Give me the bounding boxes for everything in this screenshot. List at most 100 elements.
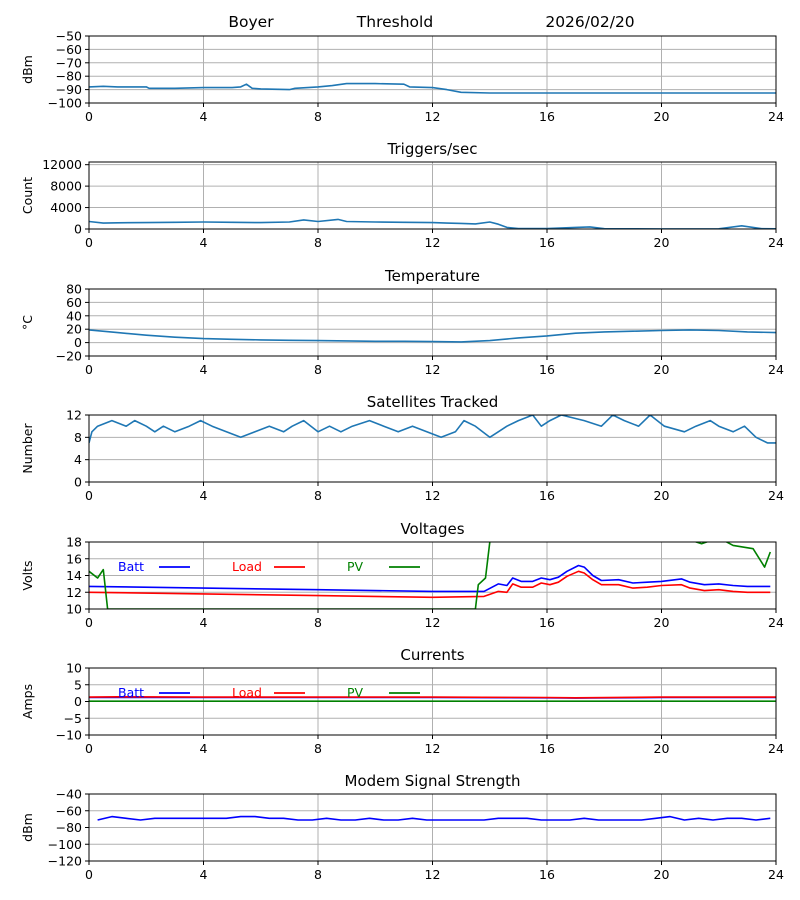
x-tick-label: 16 <box>539 235 555 250</box>
series-line-temperature <box>89 329 776 343</box>
x-tick-label: 8 <box>314 109 322 124</box>
x-tick-label: 0 <box>85 867 93 882</box>
x-tick-label: 20 <box>654 109 670 124</box>
y-tick-label: 16 <box>66 551 82 566</box>
x-tick-label: 4 <box>200 109 208 124</box>
legend-label-batt: Batt <box>118 559 144 574</box>
series-line-load <box>89 695 776 699</box>
x-tick-label: 4 <box>200 741 208 756</box>
panel-title: Currents <box>400 646 464 664</box>
y-tick-label: 12 <box>66 585 82 600</box>
y-tick-label: 40 <box>66 308 82 323</box>
x-tick-label: 20 <box>654 362 670 377</box>
x-tick-label: 16 <box>539 488 555 503</box>
x-tick-label: 12 <box>425 362 441 377</box>
x-tick-label: 12 <box>425 109 441 124</box>
x-tick-label: 0 <box>85 235 93 250</box>
x-tick-label: 24 <box>768 488 784 503</box>
y-tick-label: 8000 <box>50 179 82 194</box>
panel-title: Voltages <box>400 520 464 538</box>
series-line-modem <box>97 815 771 821</box>
series-line-pv <box>89 542 772 609</box>
legend-label-batt: Batt <box>118 685 144 700</box>
y-axis-label: Number <box>20 423 35 474</box>
x-tick-label: 12 <box>425 741 441 756</box>
y-tick-label: 8 <box>74 430 82 445</box>
y-tick-label: −20 <box>56 349 82 364</box>
y-tick-label: 12 <box>66 408 82 423</box>
y-tick-label: −90 <box>56 82 82 97</box>
x-tick-label: 0 <box>85 362 93 377</box>
x-tick-label: 12 <box>425 867 441 882</box>
x-tick-label: 24 <box>768 741 784 756</box>
y-tick-label: 4 <box>74 452 82 467</box>
y-tick-label: −100 <box>48 837 82 852</box>
y-tick-label: 4000 <box>50 200 82 215</box>
panel-7: 0 4 8 12 16 20 24 −120 −100 −80 −60−40 Modem Signal… <box>20 772 784 882</box>
x-tick-label: 0 <box>85 488 93 503</box>
x-tick-label: 24 <box>768 615 784 630</box>
y-tick-label: −80 <box>56 820 82 835</box>
x-tick-label: 20 <box>654 615 670 630</box>
x-tick-label: 20 <box>654 867 670 882</box>
y-tick-label: −120 <box>48 854 82 869</box>
legend-label-load: Load <box>232 559 262 574</box>
x-tick-label: 8 <box>314 362 322 377</box>
x-tick-label: 8 <box>314 867 322 882</box>
x-tick-label: 24 <box>768 867 784 882</box>
y-tick-label: 0 <box>74 694 82 709</box>
y-tick-label: 0 <box>74 335 82 350</box>
y-tick-label: −5 <box>64 711 82 726</box>
series-line-load <box>89 570 771 599</box>
y-tick-label: −40 <box>56 787 82 802</box>
y-tick-label: −10 <box>56 728 82 743</box>
panel-2: 0 4 8 12 16 20 24 0 4000 8000 12000 Triggers/sec Cou… <box>20 140 784 250</box>
legend-label-pv: PV <box>347 559 364 574</box>
x-tick-label: 16 <box>539 362 555 377</box>
y-tick-label: −100 <box>48 96 82 111</box>
x-tick-label: 4 <box>200 362 208 377</box>
panel-4: 0 4 8 12 16 20 24 0 4 8 12 Satellites Tracked Number <box>20 393 784 503</box>
y-axis-label: Count <box>20 177 35 214</box>
y-tick-label: 0 <box>74 475 82 490</box>
y-tick-label: 20 <box>66 322 82 337</box>
x-tick-label: 0 <box>85 109 93 124</box>
panel-title: Temperature <box>384 267 480 285</box>
x-tick-label: 4 <box>200 488 208 503</box>
x-tick-label: 12 <box>425 615 441 630</box>
x-tick-label: 8 <box>314 615 322 630</box>
panel-title: Triggers/sec <box>387 140 478 158</box>
y-axis-label: Volts <box>20 560 35 590</box>
y-tick-label: 10 <box>66 602 82 617</box>
x-tick-label: 16 <box>539 867 555 882</box>
x-tick-label: 16 <box>539 615 555 630</box>
x-tick-label: 24 <box>768 235 784 250</box>
header-date: 2026/02/20 <box>545 13 634 31</box>
x-tick-label: 0 <box>85 615 93 630</box>
y-tick-label: 0 <box>74 222 82 237</box>
series-line-batt <box>89 564 771 593</box>
y-axis-label: °C <box>20 315 35 330</box>
y-tick-label: −80 <box>56 69 82 84</box>
y-tick-label: 80 <box>66 282 82 297</box>
y-tick-label: −70 <box>56 55 82 70</box>
x-tick-label: 4 <box>200 615 208 630</box>
legend-label-pv: PV <box>347 685 364 700</box>
header-label: Threshold <box>356 13 433 31</box>
x-tick-label: 12 <box>425 235 441 250</box>
x-tick-label: 20 <box>654 488 670 503</box>
y-tick-label: 5 <box>74 677 82 692</box>
x-tick-label: 8 <box>314 235 322 250</box>
y-axis-label: dBm <box>20 55 35 84</box>
y-tick-label: −60 <box>56 803 82 818</box>
panel-title: Modem Signal Strength <box>345 772 521 790</box>
x-tick-label: 0 <box>85 741 93 756</box>
x-tick-label: 4 <box>200 867 208 882</box>
y-tick-label: 14 <box>66 568 82 583</box>
series-line-satellites <box>89 415 776 444</box>
y-axis-label: Amps <box>20 684 35 719</box>
